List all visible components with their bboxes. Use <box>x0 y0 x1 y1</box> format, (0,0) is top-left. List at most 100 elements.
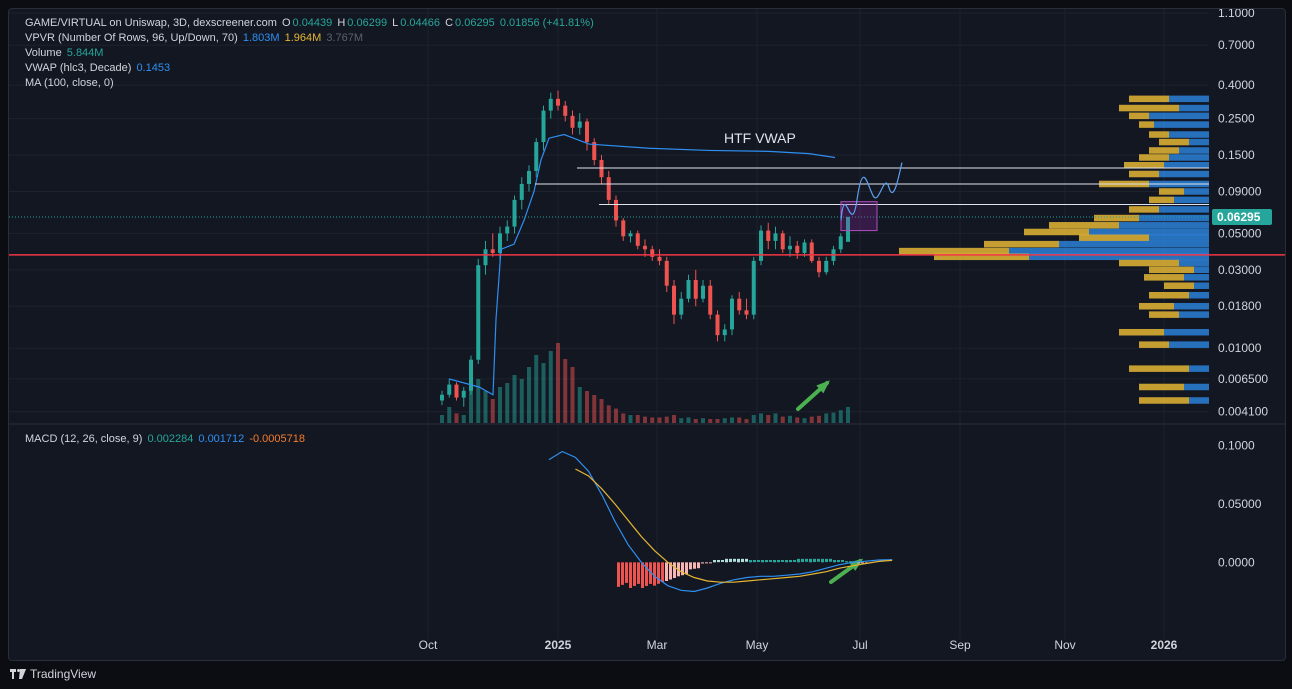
macd-hist-bar <box>773 560 776 563</box>
volume-bar <box>534 355 539 423</box>
macd-hist-bar <box>685 562 688 575</box>
vpvr-up-bar <box>1119 222 1209 229</box>
volume-bar <box>664 416 669 423</box>
candle-body <box>715 314 720 336</box>
volume-bar <box>650 417 655 423</box>
macd-tick-label: 0.05000 <box>1218 497 1262 511</box>
volume-bar <box>809 416 814 423</box>
volume-profile <box>899 95 1209 404</box>
low-label: L <box>392 17 399 29</box>
macd-hist-bar <box>633 562 636 586</box>
price-tick-label: 0.05000 <box>1218 226 1262 240</box>
candle-body <box>592 142 597 160</box>
candle-body <box>512 199 517 227</box>
vpvr-down-bar <box>1149 196 1174 204</box>
vpvr-up-bar <box>1179 104 1209 112</box>
volume-bar <box>730 417 734 423</box>
candle-body <box>440 394 444 401</box>
volume-bar <box>766 415 771 423</box>
time-tick-label: Sep <box>949 638 971 652</box>
vpvr-up-bar <box>1174 196 1209 204</box>
volume-bar <box>759 413 763 423</box>
ma-label: MA (100, close, 0) <box>25 77 114 89</box>
candle-body <box>664 260 669 286</box>
vpvr-up-bar <box>1159 206 1209 213</box>
vpvr-up-bar <box>1149 112 1209 120</box>
volume-bar <box>505 383 510 423</box>
vpvr-up-bar <box>1169 95 1209 103</box>
vpvr-up-bar <box>1169 154 1209 161</box>
vpvr-up-bar <box>1179 147 1209 154</box>
volume-bar <box>657 417 662 423</box>
vpvr-down-bar <box>1129 365 1189 372</box>
tradingview-footer[interactable]: TradingView <box>10 664 96 684</box>
ma-legend[interactable]: MA (100, close, 0) <box>25 76 116 91</box>
macd-hist-bar <box>713 560 716 563</box>
volume-bar <box>693 419 698 423</box>
vwap-legend[interactable]: VWAP (hlc3, Decade) 0.1453 <box>25 61 172 76</box>
macd-hist-bar <box>845 561 848 563</box>
chart-canvas[interactable]: HTF VWAP 1.1000 0.7000 0.4000 0.2500 0.1500 0.… <box>9 9 1285 660</box>
candle-body <box>548 98 553 111</box>
time-tick-label: Mar <box>647 638 668 652</box>
vpvr-down-bar <box>1119 104 1179 112</box>
macd-hist-bar <box>749 560 752 563</box>
vpvr-down-bar <box>1144 274 1184 281</box>
macd-hist-bar <box>617 562 620 587</box>
macd-hist-bar <box>629 562 632 588</box>
horizontal-levels <box>535 167 1209 205</box>
macd-hist-bar <box>637 562 640 584</box>
macd-hist-bar <box>741 558 744 563</box>
vpvr-down-bar <box>1139 302 1174 310</box>
price-tick-label: 1.1000 <box>1218 9 1255 20</box>
volume-label: Volume <box>25 47 62 59</box>
macd-legend[interactable]: MACD (12, 26, close, 9) 0.002284 0.00171… <box>25 432 307 447</box>
vpvr-down-bar <box>1149 291 1189 299</box>
vpvr-up-bar <box>1189 138 1209 146</box>
candle-body <box>577 121 582 128</box>
candle-body <box>505 226 510 234</box>
candle-body <box>838 236 843 250</box>
time-tick-label: May <box>746 638 769 652</box>
price-tick-label: 0.004100 <box>1218 405 1268 419</box>
volume-bar <box>773 413 778 423</box>
candle-body <box>585 121 589 143</box>
high-label: H <box>337 17 346 29</box>
macd-hist-bar <box>825 558 828 563</box>
macd-hist-bar <box>673 562 676 579</box>
candle-body <box>730 298 734 330</box>
macd-hist-bar <box>781 560 784 562</box>
macd-hist-bar <box>837 560 840 563</box>
header-legend: GAME/VIRTUAL on Uniswap, 3D, dexscreener… <box>25 16 596 31</box>
volume-bar <box>498 387 502 423</box>
volume-bar <box>483 391 488 423</box>
candle-body <box>817 260 821 273</box>
volume-bar <box>679 418 684 423</box>
volume-legend[interactable]: Volume 5.844M <box>25 46 105 61</box>
vpvr-up-bar <box>1169 341 1209 348</box>
macd-hist-bar <box>681 562 684 576</box>
candle-body <box>701 285 705 299</box>
macd-hist-bar <box>841 560 844 562</box>
volume-bar <box>722 418 727 423</box>
volume-bar <box>606 405 611 423</box>
vpvr-down-bar <box>1139 154 1169 161</box>
candle-body <box>621 220 626 237</box>
candle-body <box>744 310 749 315</box>
candle-body <box>476 265 481 360</box>
macd-hist-bar <box>753 560 756 563</box>
vpvr-up-value: 1.803M <box>242 32 280 44</box>
vpvr-up-bar <box>1139 214 1209 222</box>
candle-body <box>454 384 459 398</box>
macd-hist-bar <box>733 558 736 562</box>
volume-bar <box>628 415 633 423</box>
candle-body <box>737 298 742 311</box>
vpvr-down-value: 1.964M <box>284 32 322 44</box>
macd-hist-bar <box>857 562 860 564</box>
time-tick-label: Jul <box>852 638 867 652</box>
vpvr-up-bar <box>1189 365 1209 372</box>
macd-hist-bar <box>697 562 700 569</box>
macd-hist-bar <box>641 562 644 588</box>
vpvr-legend[interactable]: VPVR (Number Of Rows, 96, Up/Down, 70) 1… <box>25 31 365 46</box>
vpvr-up-bar <box>1184 274 1209 281</box>
